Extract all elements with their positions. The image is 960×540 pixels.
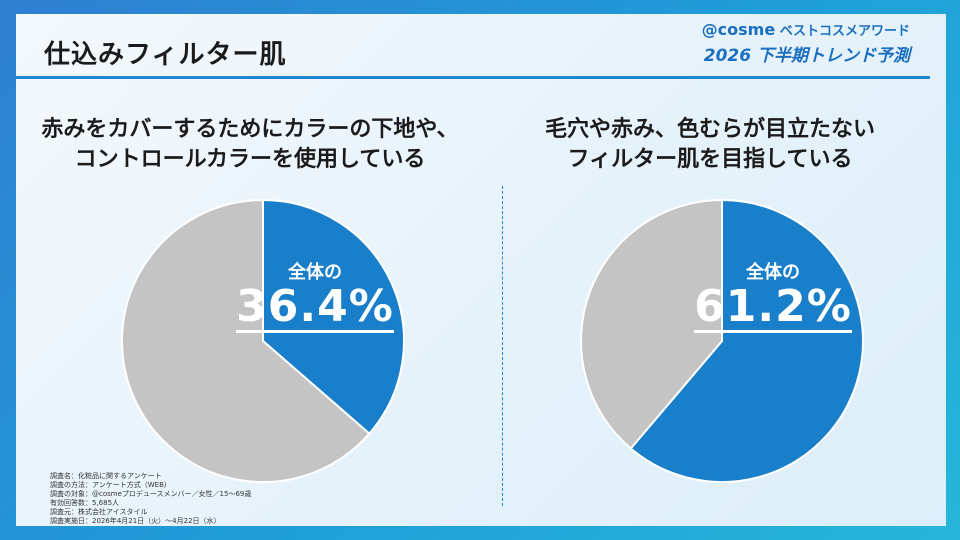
pie-1-slice-1 xyxy=(262,198,405,435)
survey-line: 調査名：化粧品に関するアンケート xyxy=(50,472,162,480)
pie-1-label-prefix: 全体の xyxy=(288,262,342,283)
chart-2-heading-line-2: フィルター肌を目指している xyxy=(567,147,853,172)
header-divider xyxy=(16,76,930,79)
pie-2-label: 全体の 61.2% xyxy=(693,258,853,333)
brand-trend: 2026 下半期トレンド予測 xyxy=(703,46,910,66)
chart-2-heading-line-1: 毛穴や赤み、色むらが目立たない xyxy=(544,117,875,142)
pie-2-label-value: 61.2% xyxy=(694,281,852,333)
chart-1-heading-line-1: 赤みをカバーするためにカラーの下地や、 xyxy=(41,117,459,142)
center-divider xyxy=(502,186,503,506)
brand-award: @cosme ベストコスメアワード xyxy=(702,20,910,39)
pie-2-slice-1 xyxy=(629,198,864,483)
survey-notes: 調査名：化粧品に関するアンケート 調査の方法：アンケート方式（WEB） 調査の対… xyxy=(50,472,251,526)
chart-1-heading-line-2: コントロールカラーを使用している xyxy=(74,147,426,172)
pie-1-label: 全体の 36.4% xyxy=(235,258,395,333)
pie-2-label-prefix: 全体の xyxy=(746,262,800,283)
chart-2-heading: 毛穴や赤み、色むらが目立たない フィルター肌を目指している xyxy=(490,115,930,175)
pie-chart-2 xyxy=(580,198,864,483)
page-title: 仕込みフィルター肌 xyxy=(44,40,287,70)
cosme-logo: @cosme xyxy=(701,20,776,39)
survey-line: 調査の方法：アンケート方式（WEB） xyxy=(50,481,171,489)
pie-1-slice-2 xyxy=(121,198,371,483)
slide-card: 仕込みフィルター肌 @cosme ベストコスメアワード 2026 下半期トレンド… xyxy=(16,14,946,526)
survey-line: 有効回答数：5,685人 xyxy=(50,499,120,507)
pie-2-slice-2 xyxy=(580,198,723,450)
pie-1-label-value: 36.4% xyxy=(236,281,394,333)
chart-1-heading: 赤みをカバーするためにカラーの下地や、 コントロールカラーを使用している xyxy=(30,115,470,175)
brand-block: @cosme ベストコスメアワード 2026 下半期トレンド予測 xyxy=(702,20,910,66)
survey-line: 調査実施日：2026年4月21日（火）～4月22日（水） xyxy=(50,517,221,525)
survey-line: 調査元：株式会社アイスタイル xyxy=(50,508,148,516)
survey-line: 調査の対象：@cosmeプロデュースメンバー／女性／15～69歳 xyxy=(50,490,252,498)
brand-award-text: ベストコスメアワード xyxy=(779,24,910,39)
pie-chart-1 xyxy=(121,198,405,483)
